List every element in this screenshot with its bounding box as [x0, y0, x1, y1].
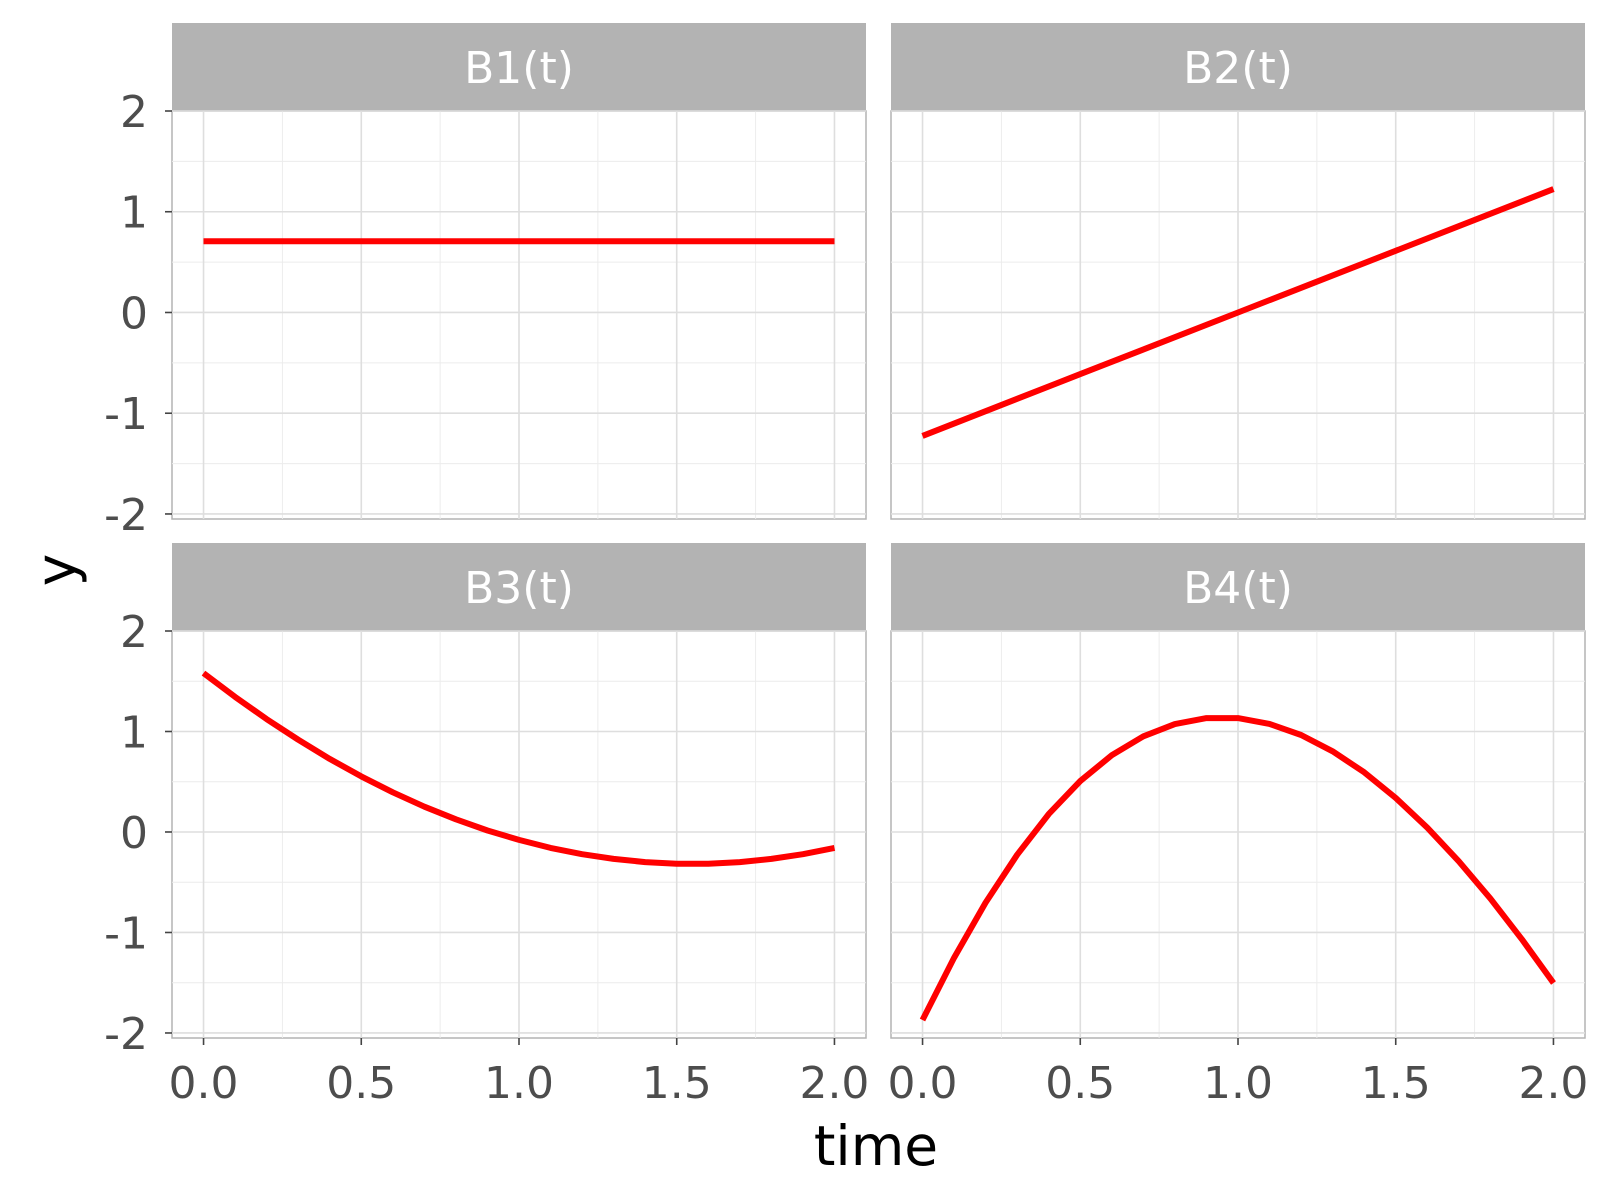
y-tick-label: -1	[104, 389, 148, 440]
y-tick-label: 0	[120, 288, 148, 339]
strip-label-1: B1(t)	[464, 43, 574, 94]
strip-3	[172, 543, 866, 631]
strip-4	[891, 543, 1585, 631]
x-tick-label: 1.5	[642, 1058, 712, 1109]
strip-label-3: B3(t)	[464, 563, 574, 614]
x-tick-label: 2.0	[1518, 1058, 1588, 1109]
x-tick-label: 2.0	[799, 1058, 869, 1109]
y-tick-label: -2	[104, 1009, 148, 1060]
y-tick-label: 2	[120, 87, 148, 138]
x-axis-title: time	[814, 1114, 938, 1178]
series-line-3	[201, 670, 836, 867]
strip-label-4: B4(t)	[1183, 563, 1293, 614]
strip-label-2: B2(t)	[1183, 43, 1293, 94]
series-line-4	[919, 715, 1556, 1022]
panel-1: B1(t) -2 -1 0 1 2	[104, 23, 867, 541]
y-axis-title: y	[24, 554, 88, 587]
y-tick-label: 0	[120, 808, 148, 859]
panel-2: B2(t)	[890, 23, 1586, 520]
y-tick-label: -2	[104, 490, 148, 541]
series-line-2	[921, 186, 1555, 439]
panel-4: B4(t) 0.0 0.5 1.0 1.5 2.0	[888, 543, 1588, 1109]
y-tick-label: 1	[120, 188, 148, 239]
x-tick-label: 0.5	[1045, 1058, 1115, 1109]
x-tick-label: 1.5	[1361, 1058, 1431, 1109]
y-tick-label: 1	[120, 707, 148, 758]
x-tick-label: 1.0	[484, 1058, 554, 1109]
y-tick-label: 2	[120, 607, 148, 658]
x-tick-label: 1.0	[1203, 1058, 1273, 1109]
panels-layer: B1(t) -2 -1 0 1 2 B2(t) B3(t) -2 -1 0 1 2 0.0 0.5 1.0 1.…	[104, 23, 1588, 1109]
x-tick-label: 0.5	[326, 1058, 396, 1109]
strip-2	[891, 23, 1585, 111]
strip-1	[172, 23, 866, 111]
panel-3: B3(t) -2 -1 0 1 2 0.0 0.5 1.0 1.5 2.0	[104, 543, 869, 1109]
x-tick-label: 0.0	[888, 1058, 958, 1109]
x-tick-label: 0.0	[169, 1058, 239, 1109]
y-tick-label: -1	[104, 908, 148, 959]
